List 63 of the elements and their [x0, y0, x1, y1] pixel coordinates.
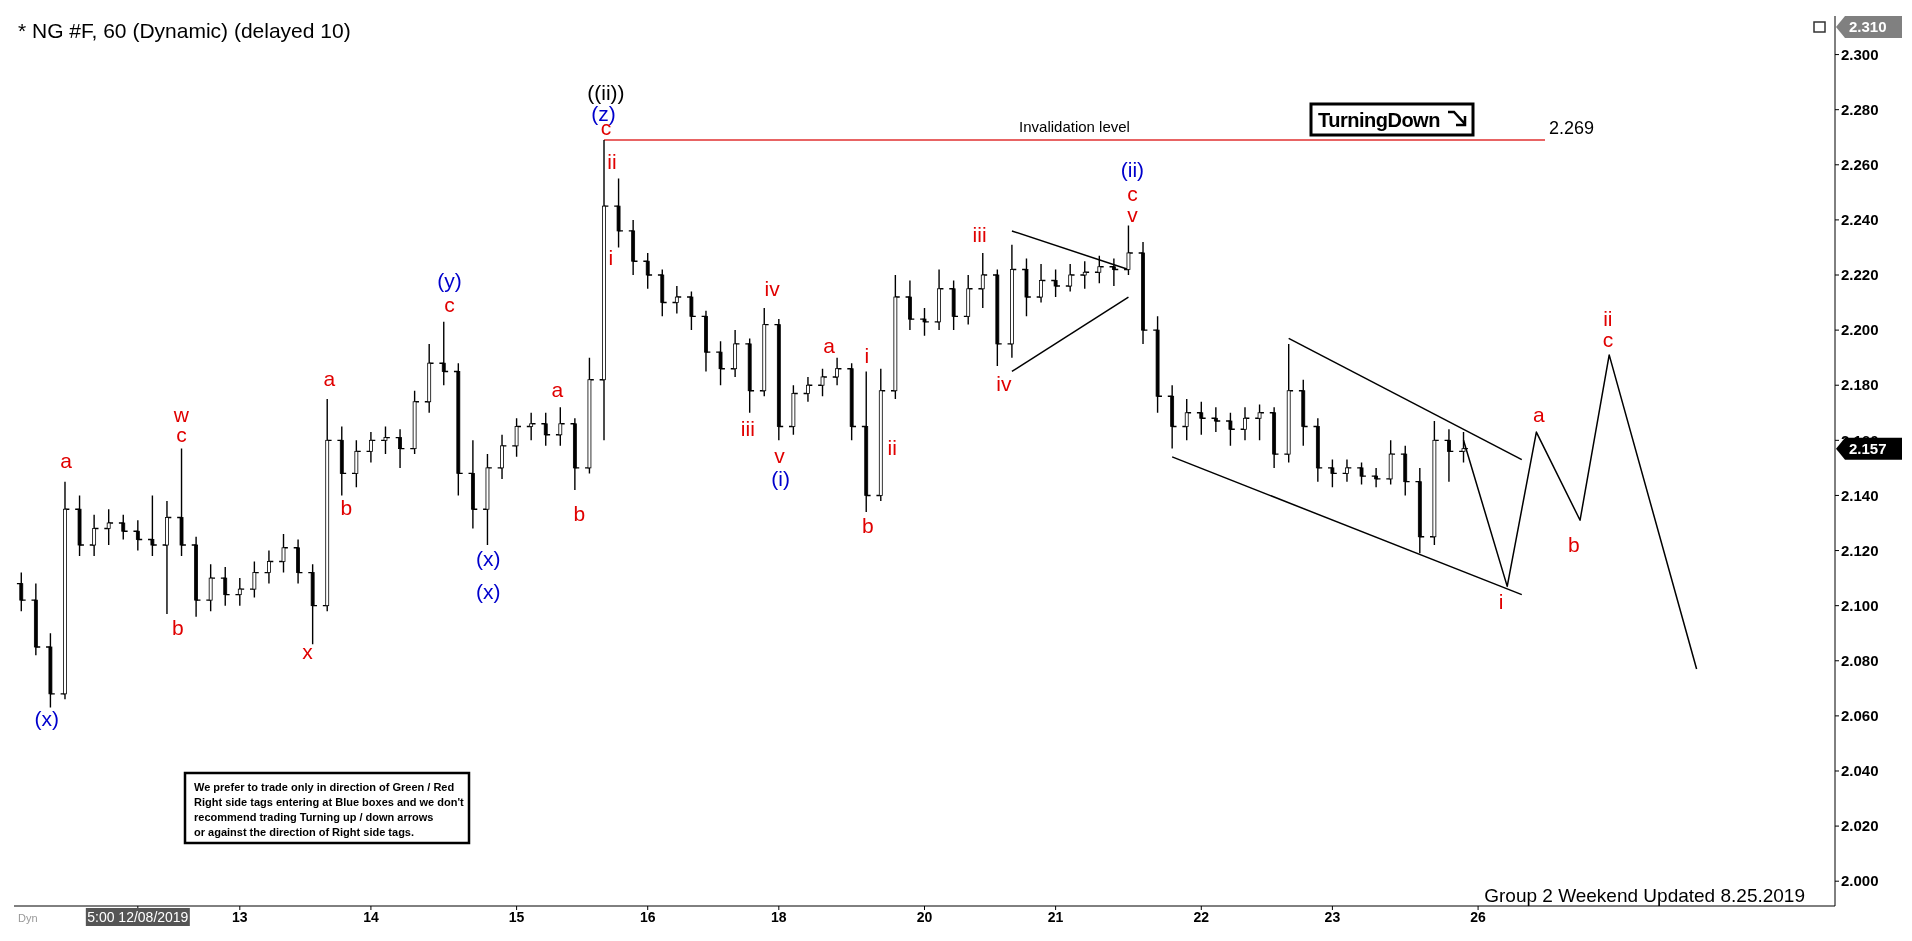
- y-tick-label: 2.040: [1841, 762, 1879, 780]
- y-tick-label: 2.300: [1841, 45, 1879, 63]
- text: Dyn: [18, 912, 38, 924]
- annotation: v: [774, 444, 786, 468]
- ref-line-label: Invalidation level: [1019, 117, 1130, 135]
- annotation: (x): [476, 579, 501, 603]
- x-tick-label: 21: [1047, 909, 1064, 925]
- annotation: a: [60, 448, 73, 472]
- annotation: b: [171, 615, 184, 639]
- annotation: ii: [607, 149, 617, 173]
- chart-title: * NG #F, 60 (Dynamic) (delayed 10): [18, 19, 351, 42]
- annotation: a: [1532, 403, 1545, 427]
- annotation: i: [608, 245, 614, 269]
- annotation: b: [862, 513, 874, 537]
- y-tick-label: 2.280: [1841, 100, 1879, 118]
- x-tick-label: 23: [1324, 909, 1341, 925]
- x-tick-label: 15: [508, 909, 525, 925]
- y-tick-label: 2.100: [1841, 596, 1879, 614]
- annotation: (ii): [1120, 158, 1145, 182]
- annotation: a: [823, 333, 836, 357]
- annotation: i: [864, 344, 870, 368]
- annotation: Group 2 Weekend Updated 8.25.2019: [1484, 885, 1805, 906]
- text: 2.157: [1849, 439, 1887, 457]
- annotation: a: [551, 378, 564, 402]
- y-tick-label: 2.220: [1841, 266, 1879, 284]
- annotation: (y): [437, 268, 462, 292]
- y-tick-label: 2.200: [1841, 321, 1879, 339]
- y-tick-label: 2.060: [1841, 707, 1879, 725]
- y-tick-label: 2.180: [1841, 376, 1879, 394]
- annotation: We prefer to trade only in direction of Green / Red Right side tags entering at Blue boxes and we don't recommend trading Turning up / down arrows or against the direction of Right side tags.: [194, 781, 465, 838]
- x-tick-label: 16: [639, 909, 656, 925]
- annotation: b: [1568, 533, 1580, 557]
- annotation: a: [323, 367, 336, 391]
- annotation: iii: [972, 223, 987, 247]
- annotation: i: [1498, 589, 1504, 613]
- y-tick-label: 2.260: [1841, 156, 1879, 174]
- annotation: iii: [740, 416, 755, 440]
- x-tick-label: 5:00 12/08/2019: [87, 909, 189, 925]
- y-tick-label: 2.080: [1841, 652, 1879, 670]
- annotation: x: [302, 640, 314, 663]
- annotation: b: [573, 501, 586, 525]
- annotation: ii: [887, 435, 897, 459]
- y-tick-label: 2.120: [1841, 541, 1879, 559]
- annotation: iv: [764, 277, 781, 301]
- annotation: b: [340, 495, 353, 519]
- annotation: 2.269: [1549, 117, 1595, 138]
- x-tick-label: 26: [1470, 909, 1487, 925]
- y-tick-label: 2.020: [1841, 817, 1879, 835]
- x-tick-label: 13: [232, 909, 248, 925]
- annotation: TurningDown: [1318, 109, 1440, 131]
- x-tick-label: 20: [916, 909, 933, 925]
- y-tick-label: 2.240: [1841, 211, 1879, 229]
- y-tick-label: 2.140: [1841, 486, 1879, 504]
- annotation: (x): [476, 547, 501, 571]
- y-tick-label: 2.000: [1841, 872, 1879, 890]
- text: 2.310: [1849, 18, 1887, 36]
- annotation: (i): [771, 467, 790, 491]
- x-tick-label: 22: [1193, 909, 1210, 925]
- annotation: (x): [34, 707, 59, 731]
- annotation: c: [444, 292, 455, 316]
- annotation: iv: [996, 372, 1012, 396]
- x-tick-label: 18: [771, 909, 787, 925]
- x-tick-label: 14: [363, 909, 379, 925]
